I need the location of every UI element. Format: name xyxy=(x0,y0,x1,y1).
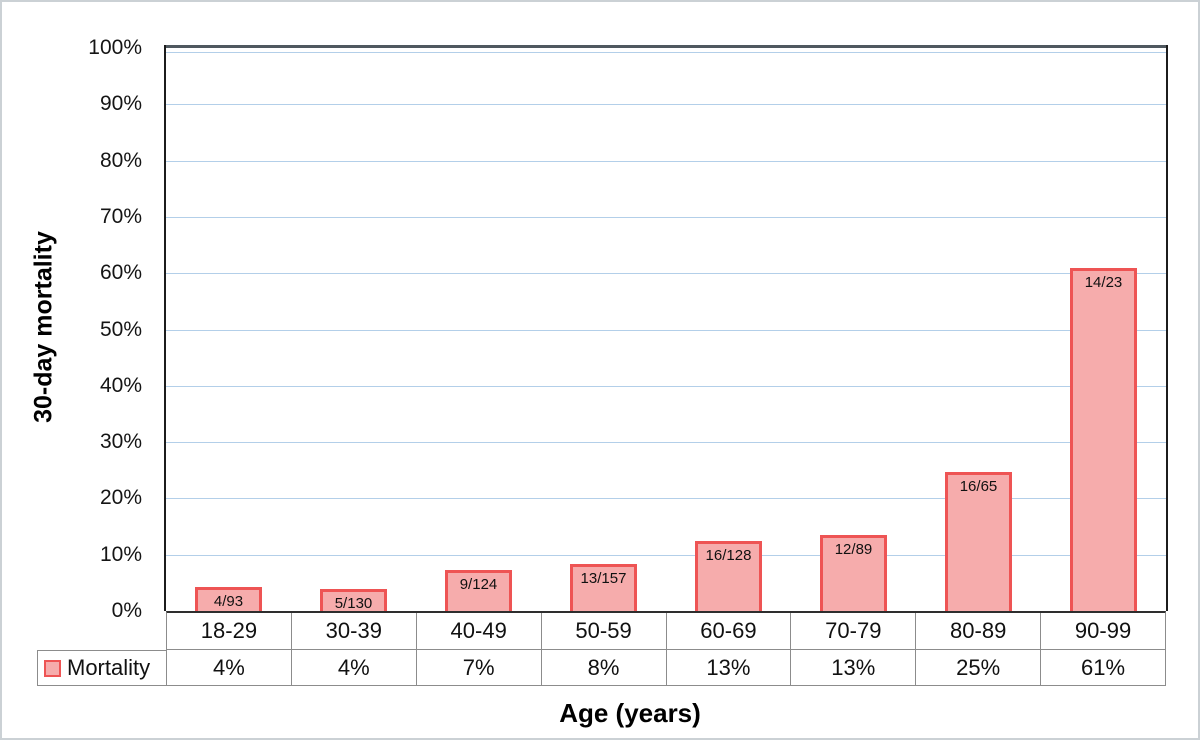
gridline xyxy=(166,498,1166,500)
value-cell: 7% xyxy=(417,650,542,685)
bar-30-39: 5/130 xyxy=(320,589,387,612)
mortality-series-swatch-icon xyxy=(44,659,61,677)
gridline xyxy=(166,104,1166,106)
plot-area: 4/93 5/130 9/124 13/157 16/128 12/89 16/65 14/2… xyxy=(164,45,1168,612)
category-cell: 90-99 xyxy=(1074,618,1132,643)
category-cell: 30-39 xyxy=(292,613,417,649)
gridline xyxy=(166,329,1166,331)
x-axis-title: Age (years) xyxy=(559,698,701,728)
gridline xyxy=(166,385,1166,387)
y-tick-label: 40% xyxy=(99,374,142,397)
category-row: 18-29 30-39 40-49 50-59 60-69 70-79 80-89 90-99 xyxy=(166,611,1166,650)
plot-border-top xyxy=(164,45,1168,48)
category-cell: 80-89 xyxy=(916,613,1042,649)
value-cell: 4% xyxy=(292,650,417,685)
gridline xyxy=(166,273,1166,275)
bar-data-label: 16/128 xyxy=(705,547,752,564)
legend-cell: Mortality xyxy=(37,650,166,686)
bar-data-label: 9/124 xyxy=(459,576,498,593)
y-tick-label: 90% xyxy=(99,92,142,115)
gridline xyxy=(166,442,1166,444)
gridline xyxy=(166,160,1166,162)
category-cell: 50-59 xyxy=(542,613,667,649)
bar-90-99: 14/23 xyxy=(1070,268,1137,611)
y-tick-label: 70% xyxy=(99,205,142,228)
plot-border-right xyxy=(1166,45,1168,611)
category-cell: 40-49 xyxy=(417,613,542,649)
bar-70-79: 12/89 xyxy=(820,535,887,611)
bar-data-label: 5/130 xyxy=(334,595,373,612)
value-cell: 4% xyxy=(167,650,292,685)
category-cell: 60-69 xyxy=(667,613,792,649)
y-tick-label: 60% xyxy=(99,261,142,284)
bar-data-label: 16/65 xyxy=(959,478,998,495)
category-cell: 18-29 xyxy=(167,613,292,649)
bar-data-label: 4/93 xyxy=(213,593,244,610)
gridline xyxy=(166,52,1166,53)
category-cell: 70-79 xyxy=(791,613,917,649)
value-cell: 13% xyxy=(667,650,792,685)
bar-data-label: 14/23 xyxy=(1084,274,1123,291)
bar-80-89: 16/65 xyxy=(945,472,1012,611)
y-tick-label: 80% xyxy=(99,149,142,172)
y-tick-label: 100% xyxy=(88,36,142,59)
y-tick-label: 10% xyxy=(99,543,142,566)
value-cell: 13% xyxy=(791,650,917,685)
value-cell: 25% xyxy=(916,650,1042,685)
gridline xyxy=(166,554,1166,556)
bar-50-59: 13/157 xyxy=(570,564,637,611)
bar-18-29: 4/93 xyxy=(195,587,262,611)
legend-series-label: Mortality xyxy=(67,655,151,680)
y-tick-label: 20% xyxy=(99,486,142,509)
gridline xyxy=(166,216,1166,218)
value-row: 4% 4% 7% 8% 13% 13% 25% 61% xyxy=(166,650,1166,686)
bar-60-69: 16/128 xyxy=(695,541,762,611)
bar-40-49: 9/124 xyxy=(445,570,512,611)
value-cell: 8% xyxy=(542,650,667,685)
y-tick-label: 30% xyxy=(99,430,142,453)
y-axis-line xyxy=(164,45,166,611)
bar-data-label: 12/89 xyxy=(834,541,873,558)
value-cell: 61% xyxy=(1081,654,1126,680)
bar-data-label: 13/157 xyxy=(580,570,627,587)
y-tick-label: 50% xyxy=(99,318,142,341)
y-tick-label: 0% xyxy=(111,599,142,622)
